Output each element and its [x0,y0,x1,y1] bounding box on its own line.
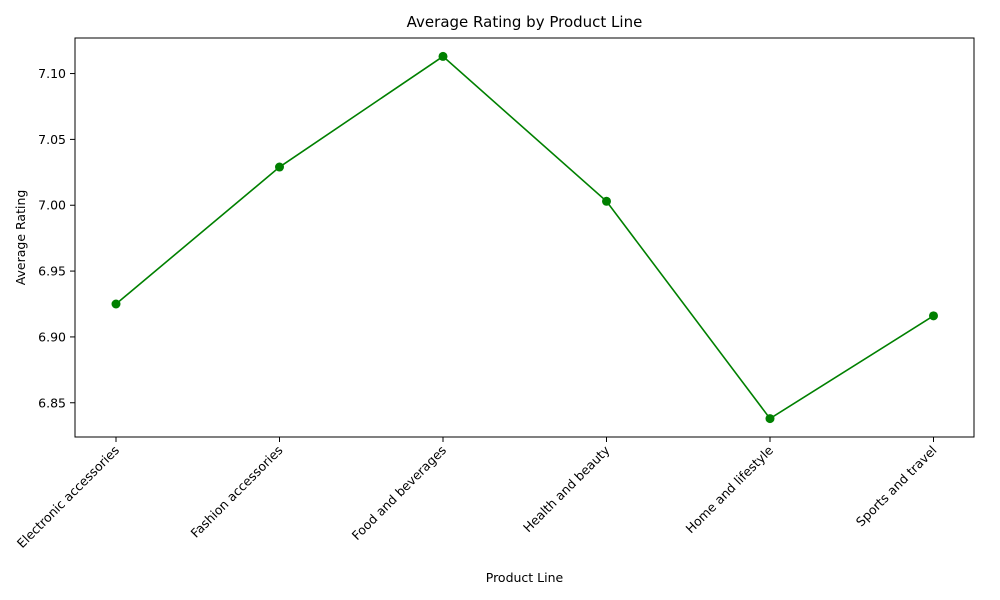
x-tick-label: Fashion accessories [188,443,286,541]
data-markers [111,51,938,424]
x-tick-label: Health and beauty [520,442,613,535]
y-axis-label: Average Rating [13,190,28,286]
y-tick-label: 7.05 [38,132,66,147]
data-point [438,51,448,61]
y-tick-label: 6.90 [38,329,66,344]
data-point [275,162,284,172]
y-tick-label: 7.00 [38,198,66,213]
x-axis-label: Product Line [486,570,564,585]
y-axis: 6.85 6.90 6.95 7.00 7.05 7.10 [38,66,75,410]
plot-frame [74,37,975,438]
plot-area: 6.85 6.90 6.95 7.00 7.05 7.10 Electronic acce… [14,37,975,551]
data-point [111,299,121,309]
x-tick-label: Food and beverages [349,443,449,543]
data-point [765,414,775,424]
y-tick-label: 7.10 [38,66,66,81]
series-line [115,55,934,420]
y-tick-label: 6.85 [38,395,66,410]
x-tick-label: Electronic accessories [14,443,122,551]
chart-title: Average Rating by Product Line [407,13,643,31]
x-tick-label: Sports and travel [853,443,940,530]
x-tick-label: Home and lifestyle [683,442,777,536]
y-tick-label: 6.95 [38,264,66,279]
data-point [602,196,611,206]
data-point [929,311,938,321]
x-axis: Electronic accessories Fashion accessorie… [14,437,940,551]
